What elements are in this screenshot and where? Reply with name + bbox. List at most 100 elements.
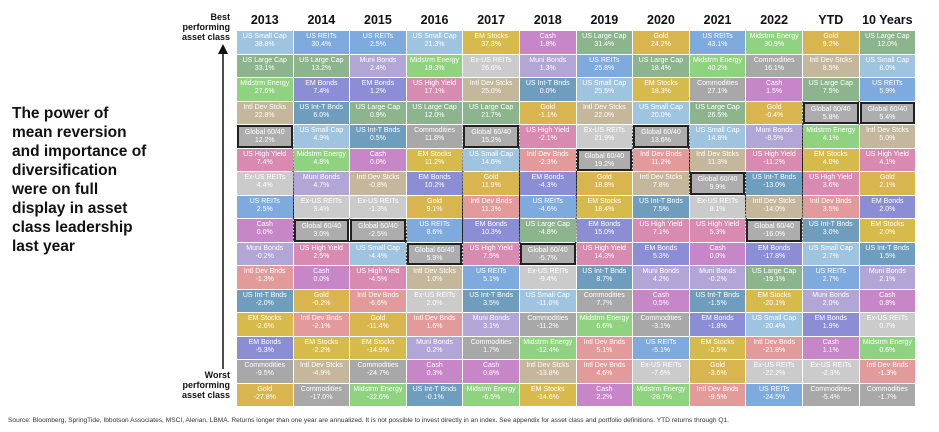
cell-em-bonds: EM Bonds 2.0% (859, 195, 916, 218)
cell-value-label: 16.1% (764, 64, 785, 72)
cell-value-label: 30.4% (311, 41, 332, 48)
cell-value-label: 7.4% (313, 88, 330, 95)
cell-asset-label: Cash (879, 291, 896, 299)
cell-value-label: 18.3% (424, 64, 445, 72)
cell-asset-label: Global 60/40 (810, 105, 851, 113)
cell-value-label: 14.6% (481, 158, 502, 166)
cell-global-60-40: Global 60/40 -16.0% (746, 219, 802, 242)
cell-value-label: -1.3% (368, 205, 388, 213)
cell-asset-label: US High Yield (526, 127, 570, 134)
cell-value-label: -11.2% (763, 158, 785, 166)
cell-us-small-cap: US Small Cap 25.5% (576, 78, 633, 101)
cell-global-60-40: Global 60/40 19.2% (576, 148, 633, 171)
cell-commodities: Commodities 27.1% (689, 78, 746, 101)
cell-us-reits: US REITs 30.4% (293, 31, 350, 54)
cell-cash: Cash 2.2% (576, 383, 633, 406)
cell-us-small-cap: US Small Cap -11.0% (520, 289, 576, 312)
cell-value-label: 4.9% (313, 135, 330, 142)
cell-asset-label: Intl Dev Stcks (639, 174, 683, 181)
cell-value-label: -24.5% (763, 393, 786, 401)
cell-muni-bonds: Muni Bonds 2.1% (859, 266, 916, 289)
cell-gold: Gold -1.1% (520, 101, 576, 124)
cell-value-label: 0.0% (256, 229, 273, 236)
cell-cash: Cash 0.0% (293, 266, 350, 289)
cell-asset-label: EM Stocks (361, 338, 395, 346)
cell-asset-label: Cash (652, 291, 670, 299)
cell-value-label: 25.0% (481, 88, 502, 95)
cell-asset-label: Intl Dev Stcks (299, 362, 343, 369)
cell-value-label: 13.2% (311, 64, 332, 72)
cell-asset-label: US Int-T Bnds (299, 103, 344, 111)
cell-asset-label: Cash (482, 362, 500, 369)
cell-em-stocks: EM Stocks 11.2% (406, 148, 463, 171)
cell-asset-label: Intl Dev Bnds (696, 385, 739, 393)
cell-commodities: Commodities -11.2% (520, 313, 576, 336)
cell-value-label: 11.3% (707, 158, 728, 166)
cell-asset-label: Cash (765, 80, 783, 87)
cell-asset-label: US Int-T Bnds (525, 80, 570, 87)
cell-value-label: 5.1% (596, 346, 613, 354)
cell-asset-label: US Large Cap (468, 103, 514, 111)
cell-value-label: 40.2% (707, 64, 728, 72)
cell-value-label: 2.2% (596, 393, 613, 401)
cell-asset-label: EM Stocks (700, 338, 735, 346)
cell-muni-bonds: Muni Bonds 3.1% (463, 313, 519, 336)
cell-value-label: 1.6% (426, 323, 443, 330)
cell-value-label: 3.4% (313, 205, 330, 213)
column-header-2015: 2015 (364, 13, 392, 27)
cell-asset-label: Midstrm Energy (806, 127, 856, 134)
cell-asset-label: Global 60/40 (301, 223, 342, 230)
cell-asset-label: Midstrm Energy (862, 338, 912, 346)
cell-commodities: Commodities 7.7% (576, 289, 633, 312)
cell-asset-label: Muni Bonds (868, 268, 906, 275)
cell-asset-label: US Small Cap (242, 33, 287, 40)
cell-asset-label: Intl Dev Bnds (866, 362, 909, 369)
cell-us-large-cap: US Large Cap 0.9% (350, 101, 406, 124)
cell-value-label: 0.3% (426, 370, 443, 377)
cell-asset-label: Intl Dev Bnds (753, 338, 795, 346)
cell-cash: Cash 0.8% (859, 289, 916, 312)
cell-intl-dev-stcks: Intl Dev Stcks 25.0% (463, 78, 519, 101)
cell-value-label: 21.3% (424, 41, 445, 48)
cell-us-small-cap: US Small Cap 20.0% (633, 101, 689, 124)
cell-value-label: 19.2% (594, 160, 615, 168)
global-6040-connector (574, 170, 578, 266)
cell-asset-label: Global 60/40 (641, 129, 681, 136)
cell-value-label: -6.5% (481, 393, 501, 401)
cell-global-60-40: Global 60/40 5.8% (803, 101, 859, 124)
cell-asset-label: EM Stocks (417, 150, 452, 158)
cell-value-label: 12.0% (424, 111, 445, 119)
cell-us-int-t-bnds: US Int-T Bnds 1.5% (859, 242, 916, 265)
cell-asset-label: Intl Dev Stcks (469, 80, 513, 87)
cell-value-label: 4.4% (256, 182, 273, 189)
cell-asset-label: Midstrm Energy (579, 315, 629, 322)
cell-asset-label: US Large Cap (412, 103, 457, 111)
cell-value-label: 1.7% (483, 346, 500, 354)
cell-asset-label: Cash (369, 150, 387, 158)
cell-value-label: 14.3% (594, 252, 615, 260)
cell-value-label: 26.6% (481, 64, 502, 72)
cell-intl-dev-bnds: Intl Dev Bnds -21.8% (746, 336, 802, 359)
cell-value-label: 2.1% (879, 182, 896, 189)
cell-value-label: 3.6% (822, 182, 839, 189)
cell-value-label: 25.8% (594, 64, 615, 72)
cell-asset-label: US High Yield (639, 221, 683, 228)
cell-midstrm-energy: Midstrm Energy -12.4% (520, 336, 576, 359)
cell-value-label: -12.4% (536, 346, 559, 354)
cell-us-small-cap: US Small Cap -4.4% (350, 242, 406, 265)
cell-value-label: -2.5% (368, 231, 388, 238)
cell-us-small-cap: US Small Cap 21.3% (406, 31, 463, 54)
cell-intl-dev-stcks: Intl Dev Stcks 5.0% (859, 125, 916, 148)
cell-asset-label: EM Stocks (531, 385, 565, 393)
cell-asset-label: EM Bonds (871, 197, 904, 205)
cell-value-label: 18.8% (594, 182, 615, 189)
cell-value-label: -27.8% (253, 393, 276, 401)
cell-global-60-40: Global 60/40 9.9% (689, 172, 746, 195)
cell-asset-label: US Large Cap (865, 33, 910, 40)
cell-us-small-cap: US Small Cap 14.8% (689, 125, 746, 148)
cell-asset-label: US Large Cap (582, 33, 627, 40)
column-header-2016: 2016 (420, 13, 449, 27)
cell-intl-dev-stcks: Intl Dev Stcks -13.8% (520, 360, 576, 383)
cell-us-int-t-bnds: US Int-T Bnds 3.0% (803, 219, 859, 242)
cell-us-int-t-bnds: US Int-T Bnds -1.5% (689, 289, 746, 312)
